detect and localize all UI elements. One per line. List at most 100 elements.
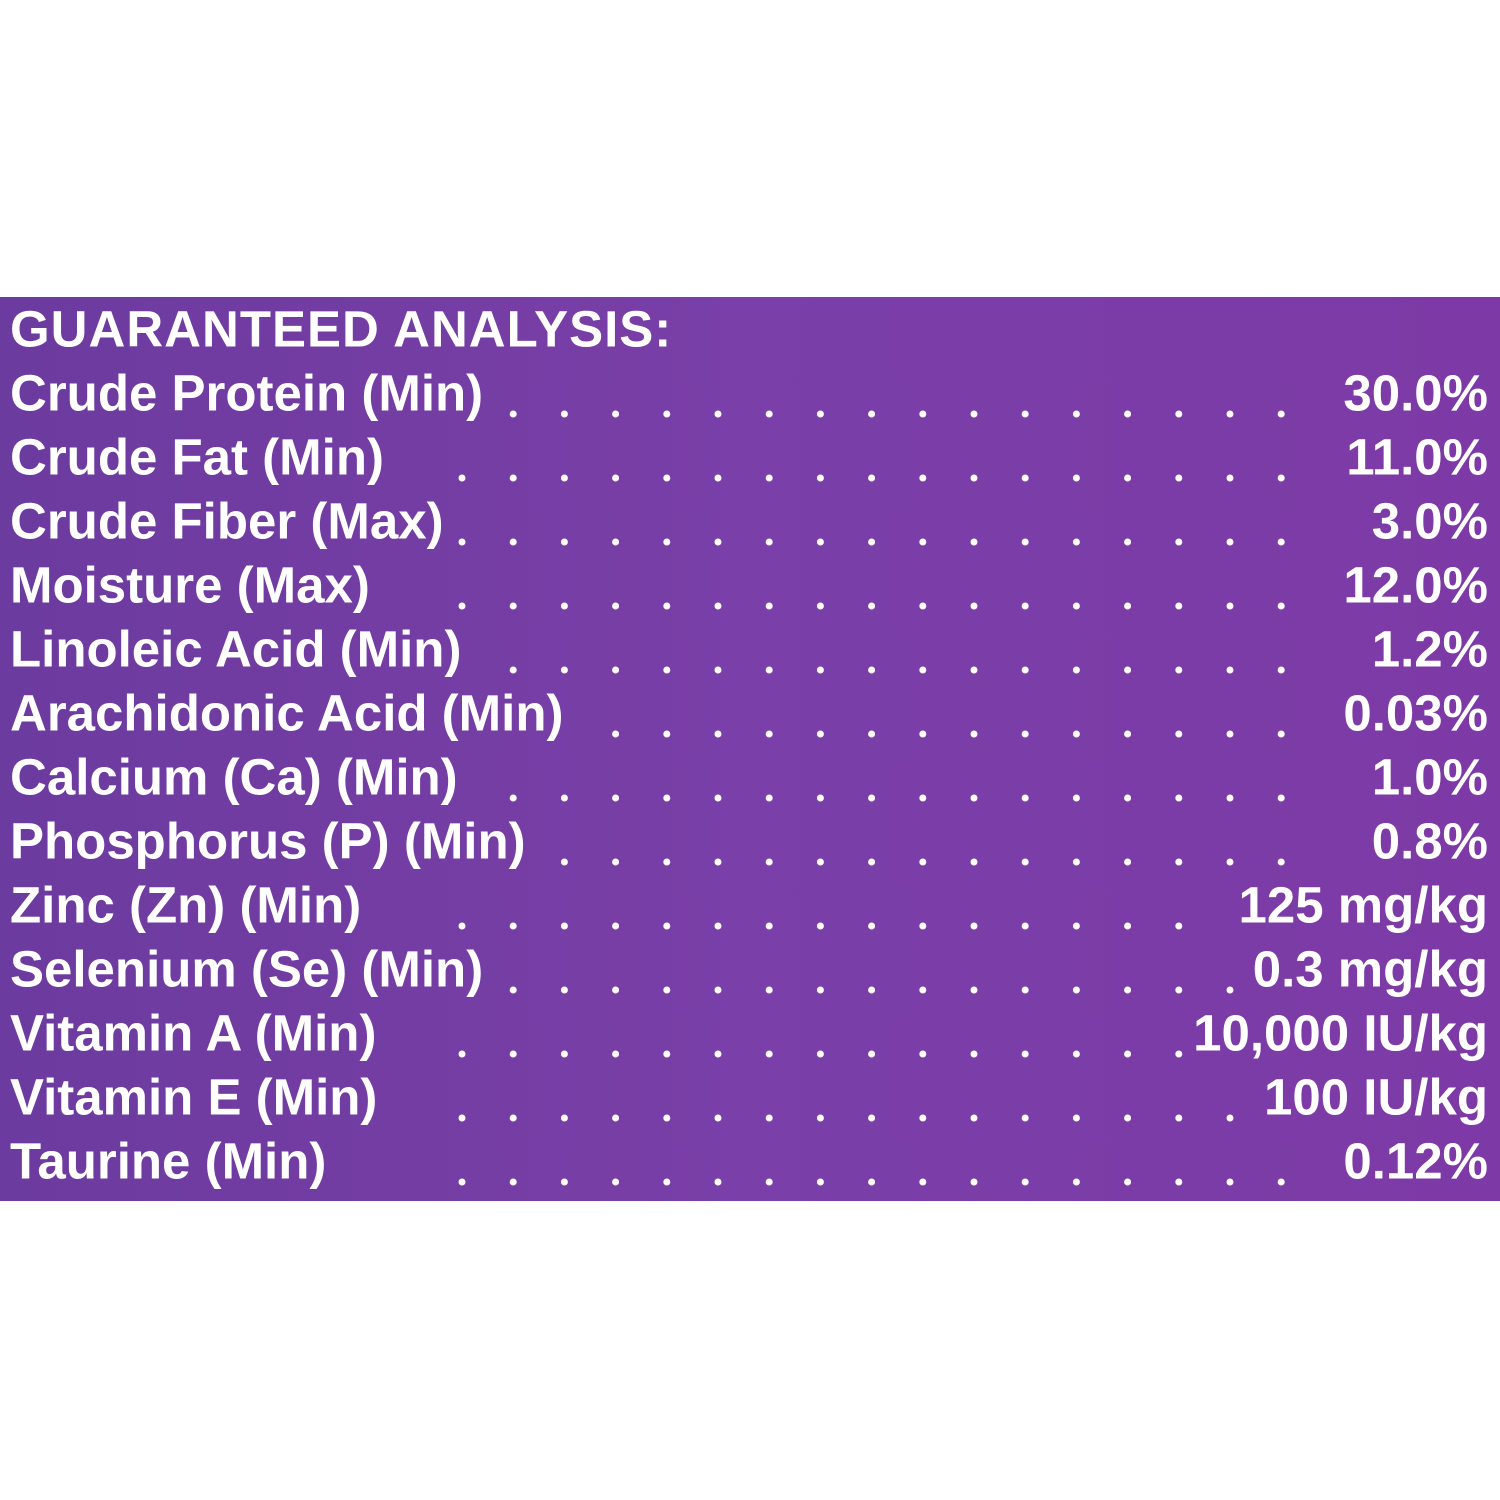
leader-dot: [919, 858, 927, 866]
leader-dot: [1124, 986, 1132, 994]
leader-dot: [560, 410, 568, 418]
leader-dot: [1072, 666, 1080, 674]
row-label: Linoleic Acid (Min): [10, 620, 461, 677]
leader-dot: [868, 666, 876, 674]
row-value: 3.0%: [1372, 492, 1488, 549]
leader-dot: [1021, 794, 1029, 802]
leader-dot: [816, 858, 824, 866]
leader-dot: [765, 1114, 773, 1122]
leader-dot: [868, 1050, 876, 1058]
leader-dot: [868, 410, 876, 418]
leader-dot: [1226, 986, 1234, 994]
row-label: Taurine (Min): [10, 1132, 326, 1189]
leader-dot: [765, 986, 773, 994]
leader-dot: [816, 730, 824, 738]
row-value: 1.2%: [1372, 620, 1488, 677]
leader-dot: [1021, 602, 1029, 610]
leader-dot: [919, 410, 927, 418]
leader-dot: [1021, 474, 1029, 482]
leader-dot: [560, 794, 568, 802]
leader-dot: [1175, 666, 1183, 674]
leader-dot: [612, 1114, 620, 1122]
leader-dot: [816, 602, 824, 610]
leader-dot: [919, 922, 927, 930]
leader-dot: [919, 602, 927, 610]
leader-dot: [816, 922, 824, 930]
leader-dot: [1277, 1178, 1285, 1186]
row-value: 11.0%: [1346, 428, 1488, 485]
row-label: Vitamin E (Min): [10, 1068, 377, 1125]
leader-dot: [1124, 1178, 1132, 1186]
leader-dot: [458, 602, 466, 610]
leader-dot: [714, 1178, 722, 1186]
leader-dot: [1226, 794, 1234, 802]
leader-dot: [1021, 922, 1029, 930]
leader-dot: [1021, 538, 1029, 546]
leader-dot: [816, 410, 824, 418]
leader-dot: [560, 1114, 568, 1122]
leader-dot: [612, 1178, 620, 1186]
leader-dot: [1277, 858, 1285, 866]
row-label: Selenium (Se) (Min): [10, 940, 483, 997]
leader-dot: [970, 730, 978, 738]
leader-dot: [970, 666, 978, 674]
leader-dot: [765, 730, 773, 738]
leader-dot: [560, 1178, 568, 1186]
leader-dot: [765, 410, 773, 418]
leader-dot: [1277, 666, 1285, 674]
leader-dot: [458, 1050, 466, 1058]
leader-dot: [868, 602, 876, 610]
row-value: 125 mg/kg: [1239, 876, 1488, 933]
leader-dot: [919, 1114, 927, 1122]
leader-dot: [765, 602, 773, 610]
row-value: 0.03%: [1343, 684, 1488, 741]
leader-dot: [1124, 602, 1132, 610]
leader-dot: [1226, 474, 1234, 482]
leader-dot: [1226, 410, 1234, 418]
row-label: Moisture (Max): [10, 556, 370, 613]
leader-dot: [612, 410, 620, 418]
leader-dot: [919, 794, 927, 802]
leader-dot: [816, 1114, 824, 1122]
row-value: 30.0%: [1343, 364, 1488, 421]
row-label: Crude Fiber (Max): [10, 492, 444, 549]
leader-dot: [919, 1050, 927, 1058]
leader-dot: [612, 986, 620, 994]
leader-dot: [919, 666, 927, 674]
leader-dot: [612, 666, 620, 674]
leader-dot: [458, 922, 466, 930]
leader-dot: [1124, 730, 1132, 738]
row-value: 100 IU/kg: [1264, 1068, 1488, 1125]
leader-dot: [970, 922, 978, 930]
leader-dot: [509, 1114, 517, 1122]
row-label: Crude Fat (Min): [10, 428, 384, 485]
leader-dot: [1277, 794, 1285, 802]
leader-dot: [612, 730, 620, 738]
purple-band: [0, 297, 1500, 1201]
leader-dot: [663, 474, 671, 482]
leader-dot: [560, 1050, 568, 1058]
leader-dot: [663, 1050, 671, 1058]
leader-dot: [1072, 730, 1080, 738]
leader-dot: [816, 474, 824, 482]
leader-dot: [714, 730, 722, 738]
leader-dot: [1175, 602, 1183, 610]
leader-dot: [765, 1050, 773, 1058]
leader-dot: [714, 602, 722, 610]
leader-dot: [458, 474, 466, 482]
leader-dot: [816, 1178, 824, 1186]
leader-dot: [663, 922, 671, 930]
leader-dot: [1021, 730, 1029, 738]
leader-dot: [714, 858, 722, 866]
leader-dot: [1072, 1178, 1080, 1186]
leader-dot: [1021, 858, 1029, 866]
leader-dot: [1175, 410, 1183, 418]
leader-dot: [560, 538, 568, 546]
leader-dot: [714, 410, 722, 418]
leader-dot: [1175, 1050, 1183, 1058]
leader-dot: [970, 794, 978, 802]
leader-dot: [970, 474, 978, 482]
leader-dot: [1175, 1114, 1183, 1122]
leader-dot: [816, 1050, 824, 1058]
